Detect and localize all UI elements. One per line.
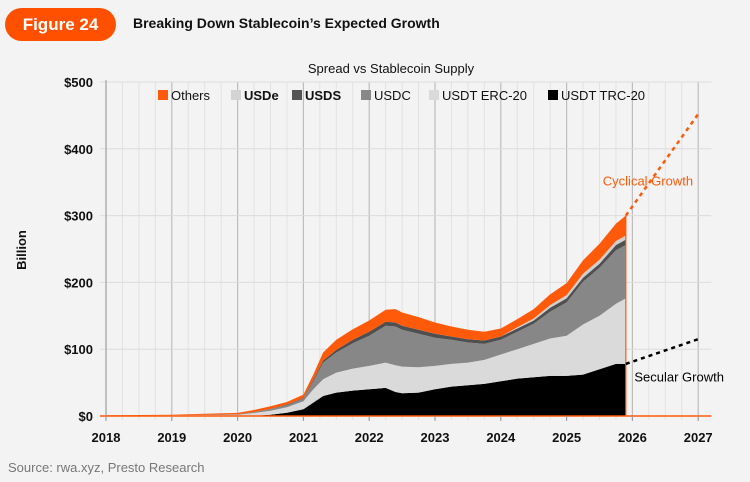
area-usds [106,239,626,416]
projection-secular-growth [625,337,699,366]
legend-label: Others [171,88,211,103]
legend-label: USDT TRC-20 [561,88,645,103]
y-axis-label: Billion [14,230,29,270]
legend-swatch [292,90,302,100]
annotation-secular-growth: Secular Growth [634,369,724,384]
area-usdt-trc-20 [106,363,626,416]
figure-badge: Figure 24 [5,8,116,41]
area-usde [106,235,626,416]
legend-item: USDS [292,88,341,103]
chart-title: Spread vs Stablecoin Supply [308,61,475,76]
x-tick-label: 2022 [355,430,384,445]
y-tick-label: $200 [64,275,93,290]
legend-swatch [429,90,439,100]
x-tick-label: 2019 [157,430,186,445]
stacked-areas [100,215,712,417]
x-tick-label: 2018 [92,430,121,445]
x-tick-label: 2027 [684,430,713,445]
projection-lines [624,113,700,366]
x-tick-label: 2024 [486,430,516,445]
legend-item: Others [158,88,211,103]
legend-swatch [158,90,168,100]
legend-swatch [361,90,371,100]
projection-cyclical-growth [624,113,700,217]
legend-item: USDe [231,88,279,103]
figure-title: Breaking Down Stablecoin’s Expected Grow… [133,15,440,31]
source-note: Source: rwa.xyz, Presto Research [8,460,205,475]
legend-swatch [548,90,558,100]
legend-label: USDT ERC-20 [442,88,527,103]
y-tick-label: $500 [64,75,93,90]
legend-label: USDS [305,88,341,103]
annotations: Cyclical Growth Secular Growth [603,174,724,385]
legend-item: USDT TRC-20 [548,88,645,103]
x-tick-label: 2020 [223,430,252,445]
legend: Others USDe USDS USDC USDT ERC-20 USDT TRC-20 [158,88,645,103]
y-tick-label: $400 [64,142,93,157]
x-tick-label: 2023 [421,430,450,445]
legend-swatch [231,90,241,100]
legend-label: USDC [374,88,411,103]
legend-item: USDC [361,88,411,103]
legend-item: USDT ERC-20 [429,88,527,103]
legend-label: USDe [244,88,279,103]
y-tick-label: $100 [64,342,93,357]
y-tick-label: $0 [79,409,93,424]
x-tick-label: 2026 [618,430,647,445]
axes: $0 $100 $200 $300 $400 $500 2018 2019 2020 2021 20… [64,75,713,445]
x-tick-label: 2025 [552,430,581,445]
x-tick-label: 2021 [289,430,318,445]
area-usdt-erc-20 [106,298,626,416]
area-usdc [106,245,626,416]
y-tick-label: $300 [64,209,93,224]
annotation-cyclical-growth: Cyclical Growth [603,174,693,189]
